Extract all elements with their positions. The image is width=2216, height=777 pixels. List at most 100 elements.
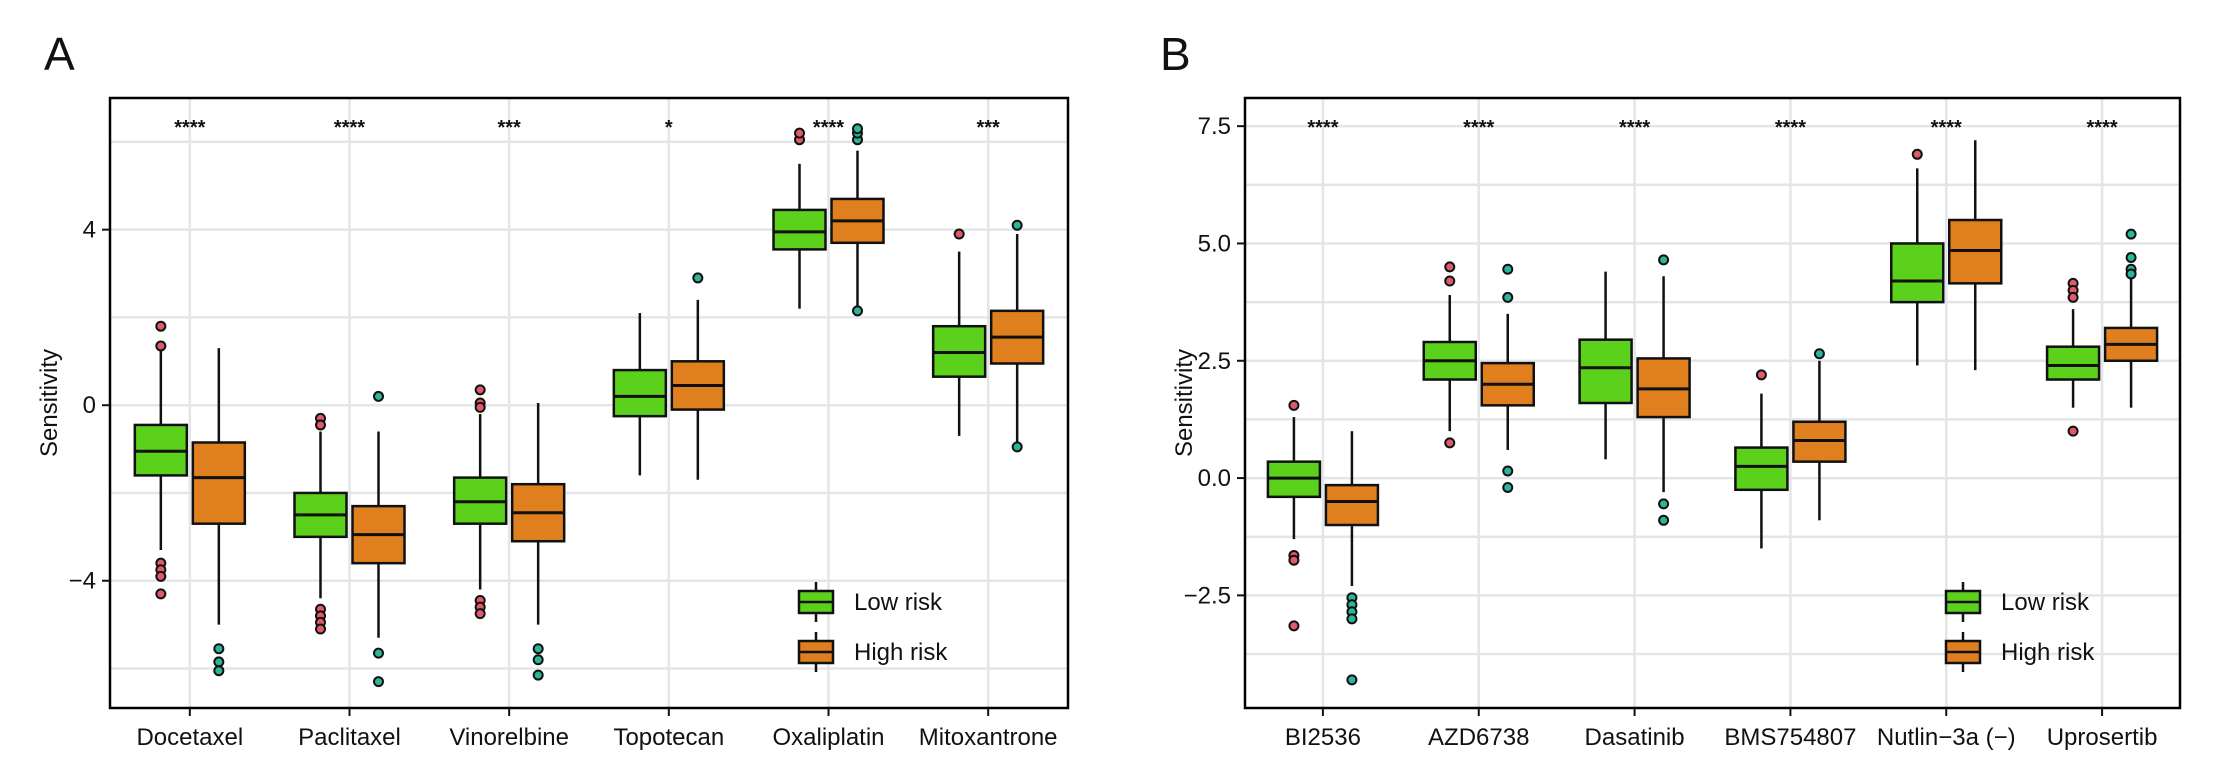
panel-b-y-axis-title: Sensitivity [1171,349,1198,457]
panel-a: A **** **** *** * **** *** −404 Docetaxel Pacl… [36,28,1070,751]
outlier-point [1346,613,1358,625]
legend-item-high: High risk [797,632,948,672]
panel-a-frame [108,96,1070,710]
box-low-Nutlin−3a (−) [1890,148,1945,366]
panel-b-legend: Low risk High risk [1944,582,2095,672]
panel-b-boxes [1266,140,2159,686]
box-high-Docetaxel [191,348,247,677]
legend-label: High risk [2001,639,2095,666]
box-low-Dasatinib [1578,271,1633,460]
box-iqr [2045,345,2101,381]
outlier-point [213,643,225,655]
box-iqr [1578,338,1633,405]
panel-a-x-axis: Docetaxel Paclitaxel Vinorelbine Topotecan O… [136,708,1058,751]
panel-b-letter: B [1160,28,1191,80]
x-tick-label: Docetaxel [136,724,243,751]
panel-b-y-axis: −2.5 0.0 2.5 5.0 7.5 [1184,113,1245,609]
panel-a-legend: Low risk High risk [797,582,948,672]
outlier-point [2067,291,2079,303]
outlier-point [2125,228,2137,240]
outlier-point [1658,514,1670,526]
panel-a-significance: **** **** *** * **** *** [174,117,1000,139]
outlier-point [155,340,167,352]
outlier-point [373,676,384,688]
outlier-point [1502,263,1514,275]
x-tick-label: Uprosertib [2047,724,2158,751]
y-tick-label: 0.0 [1198,465,1231,492]
box-low-AZD6738 [1422,261,1477,449]
y-tick-label: 4 [83,217,96,244]
outlier-point [1502,481,1514,493]
box-low-Topotecan [612,313,668,476]
x-tick-label: BMS754807 [1724,724,1856,751]
outlier-point [852,305,863,317]
x-tick-label: Paclitaxel [298,724,401,751]
box-high-Paclitaxel [351,390,406,688]
x-tick-label: BI2536 [1285,724,1361,751]
box-low-Vinorelbine [452,384,508,620]
outlier-point [1658,498,1670,510]
outlier-point [1011,441,1023,453]
box-iqr [772,208,827,251]
panel-a-y-axis-title: Sensitivity [36,349,63,457]
outlier-point [474,384,486,396]
box-high-Vinorelbine [510,403,566,681]
outlier-point [213,656,225,668]
significance-label: **** [1775,117,1806,139]
box-high-Nutlin−3a (−) [1948,140,2003,371]
x-tick-label: Nutlin−3a (−) [1877,724,2016,751]
significance-label: **** [334,117,365,139]
outlier-point [1911,148,1923,160]
box-low-Oxaliplatin [772,127,827,309]
outlier-point [373,390,384,402]
outlier-point [1346,674,1358,686]
outlier-point [1813,348,1825,360]
box-low-Uprosertib [2045,277,2101,437]
significance-label: **** [2087,117,2118,139]
outlier-point [2125,268,2137,280]
legend-label: Low risk [854,589,943,616]
box-low-Paclitaxel [293,412,348,635]
outlier-point [1755,369,1767,381]
box-high-AZD6738 [1480,263,1535,493]
panel-b-frame [1243,96,2182,710]
outlier-point [1502,465,1514,477]
box-high-Uprosertib [2103,228,2159,408]
outlier-point [155,570,167,582]
box-low-Mitoxantrone [931,228,987,436]
y-tick-label: −4 [69,568,96,595]
x-tick-label: Vinorelbine [449,724,569,751]
outlier-point [1502,291,1514,303]
panel-a-grid [110,98,1068,708]
box-iqr [1890,242,1945,304]
legend-label: Low risk [2001,589,2090,616]
panel-b: B **** **** **** **** **** **** −2.5 0.0 2.5 5.0… [1160,28,2182,751]
significance-label: **** [1307,117,1338,139]
significance-label: **** [1931,117,1962,139]
x-tick-label: Mitoxantrone [919,724,1058,751]
box-low-Docetaxel [133,320,189,600]
significance-label: **** [174,117,205,139]
outlier-point [2125,252,2137,264]
outlier-point [1444,261,1456,273]
significance-label: *** [976,117,1000,139]
legend-item-low: Low risk [797,582,943,622]
panel-a-letter: A [44,28,75,80]
outlier-point [794,127,805,139]
outlier-point [315,419,326,431]
significance-label: **** [1619,117,1650,139]
outlier-point [474,401,486,413]
legend-item-high: High risk [1944,632,2095,672]
panel-b-x-axis: BI2536 AZD6738 Dasatinib BMS754807 Nutlin−3a… [1285,708,2158,751]
y-tick-label: 2.5 [1198,348,1231,375]
outlier-point [532,654,544,666]
box-iqr [612,368,668,418]
box-low-BMS754807 [1734,369,1789,549]
outlier-point [155,320,167,332]
x-tick-label: Oxaliplatin [772,724,884,751]
outlier-point [1658,254,1670,266]
box-high-BI2536 [1324,431,1380,686]
outlier-point [2067,425,2079,437]
outlier-point [692,272,704,284]
